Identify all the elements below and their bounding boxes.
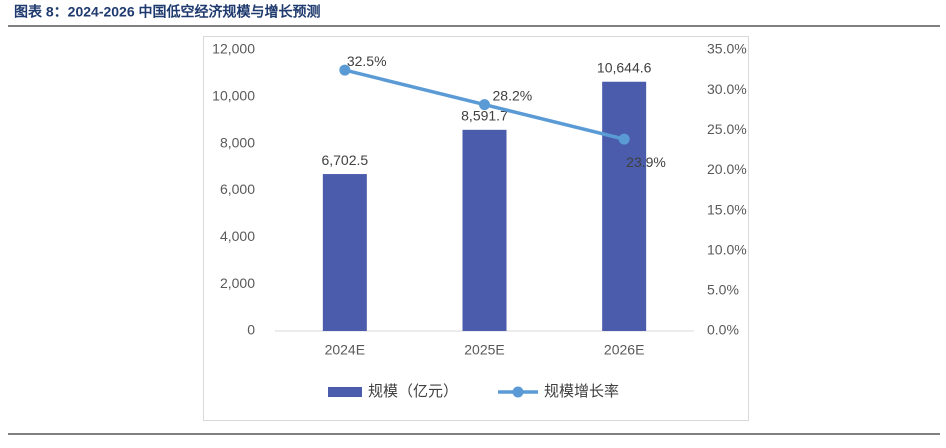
x-tick-label: 2025E <box>464 342 504 358</box>
legend-swatch <box>328 387 362 397</box>
line-point <box>618 133 630 145</box>
chart-title: 图表 8：2024-2026 中国低空经济规模与增长预测 <box>14 4 321 20</box>
y-tick-label: 0 <box>247 322 255 338</box>
bar-value-label: 6,702.5 <box>321 152 368 168</box>
y-tick-label: 10,000 <box>212 88 255 104</box>
x-tick-label: 2026E <box>604 342 644 358</box>
legend-label: 规模（亿元） <box>368 383 458 400</box>
y2-tick-label: 20.0% <box>707 161 747 177</box>
bar-value-label: 10,644.6 <box>597 59 652 75</box>
bar <box>322 174 367 331</box>
y2-tick-label: 5.0% <box>707 282 739 298</box>
y2-tick-label: 0.0% <box>707 322 739 338</box>
line-value-label: 28.2% <box>493 87 533 103</box>
y-tick-label: 2,000 <box>220 275 255 291</box>
y2-tick-label: 35.0% <box>707 41 747 57</box>
x-tick-label: 2024E <box>325 342 365 358</box>
y-tick-label: 12,000 <box>212 41 255 57</box>
bar-value-label: 8,591.7 <box>461 108 508 124</box>
line-value-label: 32.5% <box>347 53 387 69</box>
y2-tick-label: 10.0% <box>707 241 747 257</box>
line-point <box>479 99 490 111</box>
y-tick-label: 6,000 <box>220 181 255 197</box>
y2-tick-label: 15.0% <box>707 201 747 217</box>
y2-tick-label: 30.0% <box>707 81 747 97</box>
y2-tick-label: 25.0% <box>707 121 747 137</box>
y-tick-label: 8,000 <box>220 134 255 150</box>
legend-label: 规模增长率 <box>544 383 619 400</box>
chart-frame <box>203 36 749 421</box>
bar <box>462 129 507 331</box>
line-value-label: 23.9% <box>626 154 666 170</box>
line-point <box>339 64 351 76</box>
legend-swatch <box>512 386 524 398</box>
bar <box>602 81 647 331</box>
y-tick-label: 4,000 <box>220 228 255 244</box>
